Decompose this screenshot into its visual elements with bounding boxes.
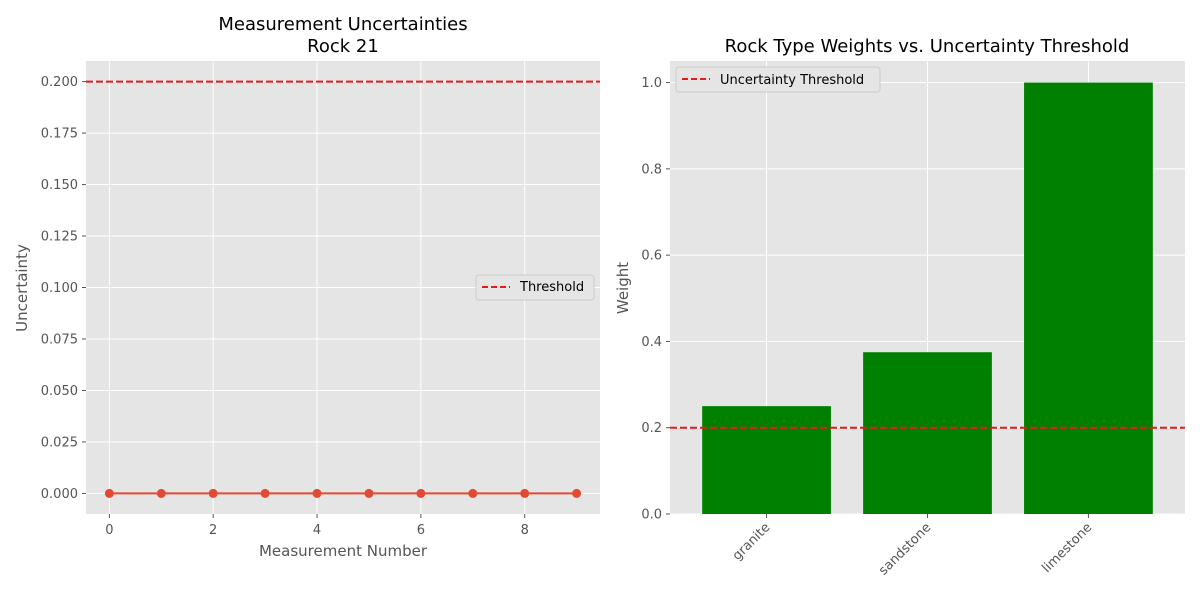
left-data-point [312, 488, 322, 498]
left-series [86, 80, 600, 498]
left-x-tick-label: 0 [105, 523, 113, 538]
left-data-point [104, 488, 114, 498]
left-legend: Threshold [475, 274, 595, 301]
right-x-tick-label: granite [730, 520, 773, 563]
left-y-tick-label: 0.125 [41, 230, 78, 245]
right-legend-box [675, 66, 881, 93]
left-y-tick-label: 0.050 [41, 384, 78, 399]
left-data-point [520, 488, 530, 498]
rock-weights-bar-chart: granite sandstone limestone 0.00.20.40.60.… [614, 36, 1185, 578]
bar-limestone [1024, 82, 1153, 515]
left-data-point [572, 488, 582, 498]
left-x-tick-label: 8 [521, 523, 529, 538]
left-x-ticks: 0 2 4 6 8 [105, 514, 529, 538]
left-chart-subtitle: Rock 21 [307, 36, 379, 57]
left-chart-title: Measurement Uncertainties [218, 14, 467, 35]
left-data-point [208, 488, 218, 498]
left-legend-box [475, 274, 595, 301]
right-chart-title: Rock Type Weights vs. Uncertainty Thresh… [725, 36, 1130, 57]
left-data-point [364, 488, 374, 498]
left-x-tick-label: 6 [417, 523, 425, 538]
left-data-point [416, 488, 426, 498]
right-y-tick-label: 0.6 [641, 249, 662, 264]
right-x-tick-label: sandstone [876, 520, 934, 578]
left-data-point [468, 488, 478, 498]
left-y-tick-label: 0.075 [41, 332, 78, 347]
right-legend: Uncertainty Threshold [675, 66, 881, 93]
left-y-tick-label: 0.175 [41, 127, 78, 142]
bar-sandstone [863, 352, 992, 514]
right-y-tick-label: 0.4 [641, 335, 662, 350]
right-y-tick-label: 0.2 [641, 421, 662, 436]
left-y-ticks: 0.000 0.025 0.050 0.075 0.100 0.125 0.150 0.175… [41, 75, 86, 502]
left-x-tick-label: 2 [209, 523, 217, 538]
right-x-tick-label: limestone [1039, 520, 1095, 576]
left-y-tick-label: 0.150 [41, 178, 78, 193]
right-legend-label: Uncertainty Threshold [720, 73, 864, 88]
right-y-tick-label: 1.0 [641, 76, 662, 91]
left-y-tick-label: 0.200 [41, 75, 78, 90]
uncertainty-line-chart: 0 2 4 6 8 0.000 0.025 0.050 0.075 0.100 0.125 0.15… [13, 14, 600, 560]
left-data-point [260, 488, 270, 498]
left-data-point [156, 488, 166, 498]
left-y-tick-label: 0.100 [41, 281, 78, 296]
right-bars [702, 82, 1153, 515]
right-y-tick-label: 0.0 [641, 508, 662, 523]
right-y-ticks: 0.0 0.2 0.4 0.6 0.8 1.0 [641, 76, 670, 523]
left-x-axis-label: Measurement Number [259, 542, 428, 560]
left-y-tick-label: 0.025 [41, 435, 78, 450]
right-y-tick-label: 0.8 [641, 162, 662, 177]
right-y-axis-label: Weight [614, 262, 632, 314]
bar-granite [702, 406, 831, 514]
right-x-ticks: granite sandstone limestone [730, 514, 1095, 578]
left-y-axis-label: Uncertainty [13, 244, 31, 332]
left-x-tick-label: 4 [313, 523, 321, 538]
left-legend-label: Threshold [519, 280, 584, 295]
left-y-tick-label: 0.000 [41, 487, 78, 502]
